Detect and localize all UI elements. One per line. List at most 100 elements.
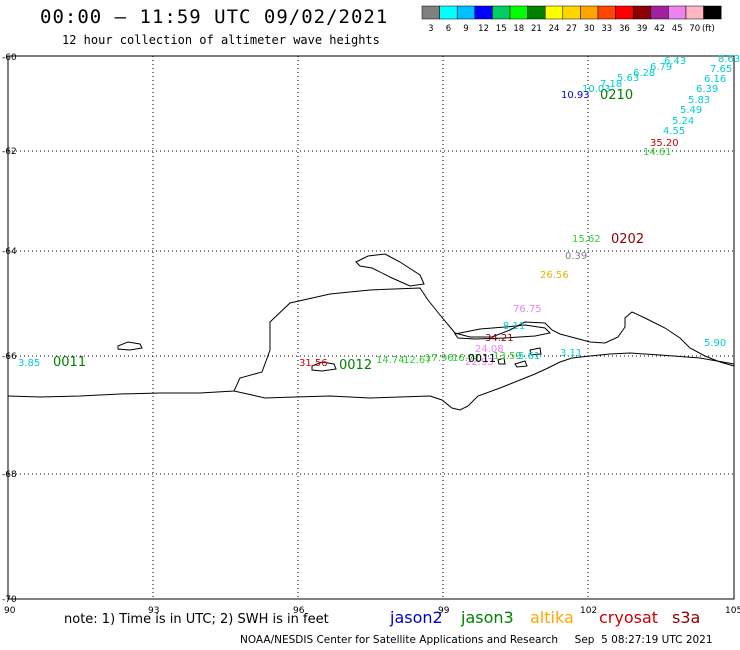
lon-label: 93	[148, 606, 159, 616]
colorbar-label: 9	[463, 24, 468, 34]
coastline	[7, 253, 735, 411]
colorbar-swatch	[650, 5, 669, 20]
wave-value: 0.39	[565, 251, 587, 262]
wave-value: 76.75	[513, 304, 542, 315]
lat-label: -62	[2, 147, 17, 157]
wave-height-labels: 8.63 6.43 7.65 6.79 6.28 5.63 6.16 7.18 …	[18, 54, 740, 369]
wave-value: 8.63	[718, 54, 740, 65]
wave-value: 5.63	[617, 73, 639, 84]
wave-value: 31.56	[299, 358, 328, 369]
wave-value: 10.93	[561, 90, 590, 101]
lon-axis-labels: 90 93 96 99 102 105	[4, 606, 740, 616]
wave-value: 6.28	[633, 68, 655, 79]
colorbar-swatch	[544, 5, 564, 20]
lat-axis-labels: -60 -62 -64 -66 -68 -70	[2, 53, 17, 605]
wave-value: 34.21	[485, 333, 514, 344]
colorbar-label: 3	[428, 24, 433, 34]
wave-value: 6.79	[650, 62, 672, 73]
wave-value: 10.03	[582, 84, 611, 95]
legend-jason3: jason3	[461, 608, 514, 627]
wave-value: 4.55	[663, 126, 685, 137]
colorbar-label: 36	[619, 24, 630, 34]
legend-s3a: s3a	[672, 608, 701, 627]
wave-value: 5.83	[688, 95, 710, 106]
colorbar-label: 45	[672, 24, 683, 34]
wave-value: 5.90	[704, 338, 726, 349]
wave-value: 35.20	[650, 138, 679, 149]
wave-value: 12.67	[403, 355, 432, 366]
wave-value: 24.08	[475, 344, 504, 355]
colorbar-label: 12	[478, 24, 489, 34]
legend-cryosat: cryosat	[599, 608, 659, 627]
colorbar-swatch	[685, 5, 704, 20]
colorbar-swatch	[474, 5, 493, 20]
wave-value: 16.71	[452, 353, 481, 364]
lat-label: -68	[2, 470, 17, 480]
pass-id: 0210	[600, 88, 633, 103]
wave-value: 5.24	[672, 116, 694, 127]
colorbar-label: 70	[689, 24, 700, 34]
wave-value: 7.18	[600, 79, 622, 90]
wave-value: 13.59	[493, 351, 522, 362]
colorbar-swatch	[421, 5, 440, 20]
colorbar-swatch	[632, 5, 652, 20]
lon-label: 90	[4, 606, 16, 616]
legend-altika: altika	[530, 608, 574, 627]
pass-labels: 0210 0202 0011 0012 0011	[53, 88, 644, 373]
wave-value: 6.16	[704, 74, 726, 85]
colorbar-swatch	[580, 5, 599, 20]
wave-value: 6.43	[664, 56, 686, 67]
page-title: 00:00 – 11:59 UTC 09/02/2021	[40, 6, 389, 28]
page-subtitle: 12 hour collection of altimeter wave hei…	[62, 33, 380, 47]
pass-id: 0012	[339, 358, 372, 373]
colorbar-label: 30	[584, 24, 595, 34]
colorbar-label: 18	[513, 24, 524, 34]
wave-height-colorbar: 3 6 9 12 15 18 21 24 27 30 33 36 39 42 45 70 (ft)	[421, 5, 722, 34]
graticule	[8, 56, 734, 599]
colorbar-swatch	[439, 5, 458, 20]
colorbar-swatch	[456, 5, 476, 20]
lat-label: -66	[2, 352, 17, 362]
wave-value: 3.11	[560, 348, 582, 359]
pass-id: 0202	[611, 232, 644, 247]
wave-value: 14.74	[376, 355, 405, 366]
colorbar-label: 27	[566, 24, 577, 34]
colorbar-swatch	[492, 5, 511, 20]
colorbar-swatch	[527, 5, 546, 20]
wave-value: 5.61	[518, 351, 540, 362]
colorbar-label: 21	[531, 24, 542, 34]
colorbar-label: 6	[446, 24, 451, 34]
wave-value: 17.96	[425, 353, 454, 364]
wave-value: 14.61	[643, 147, 672, 158]
lat-label: -64	[2, 247, 17, 257]
credit-line: NOAA/NESDIS Center for Satellite Applica…	[240, 634, 713, 646]
colorbar-swatch	[597, 5, 616, 20]
lat-label: -60	[2, 53, 17, 63]
wave-value: 5.49	[680, 105, 702, 116]
wave-value: 3.85	[18, 358, 40, 369]
lon-label: 105	[725, 606, 740, 616]
wave-value: 7.65	[710, 64, 732, 75]
colorbar-swatch	[509, 5, 528, 20]
wave-value: 26.56	[540, 270, 569, 281]
colorbar-swatch	[668, 5, 687, 20]
lat-label: -70	[2, 595, 17, 605]
colorbar-swatch	[615, 5, 634, 20]
wave-value: 22.93	[465, 357, 494, 368]
colorbar-label: 24	[549, 24, 560, 34]
colorbar-label: 33	[601, 24, 612, 34]
lon-label: 96	[293, 606, 305, 616]
legend-jason2: jason2	[390, 608, 443, 627]
wave-value: 8.11	[503, 321, 525, 332]
colorbar-label: 42	[654, 24, 665, 34]
pass-id: 0011	[53, 355, 86, 370]
colorbar-label: 15	[496, 24, 507, 34]
map-frame	[7, 55, 735, 600]
colorbar-label: (ft)	[702, 24, 715, 34]
pass-id: 0011	[468, 352, 496, 365]
colorbar-label: 39	[637, 24, 648, 34]
wave-value: 6.39	[696, 84, 718, 95]
lon-label: 99	[438, 606, 450, 616]
colorbar-swatch	[562, 5, 581, 20]
